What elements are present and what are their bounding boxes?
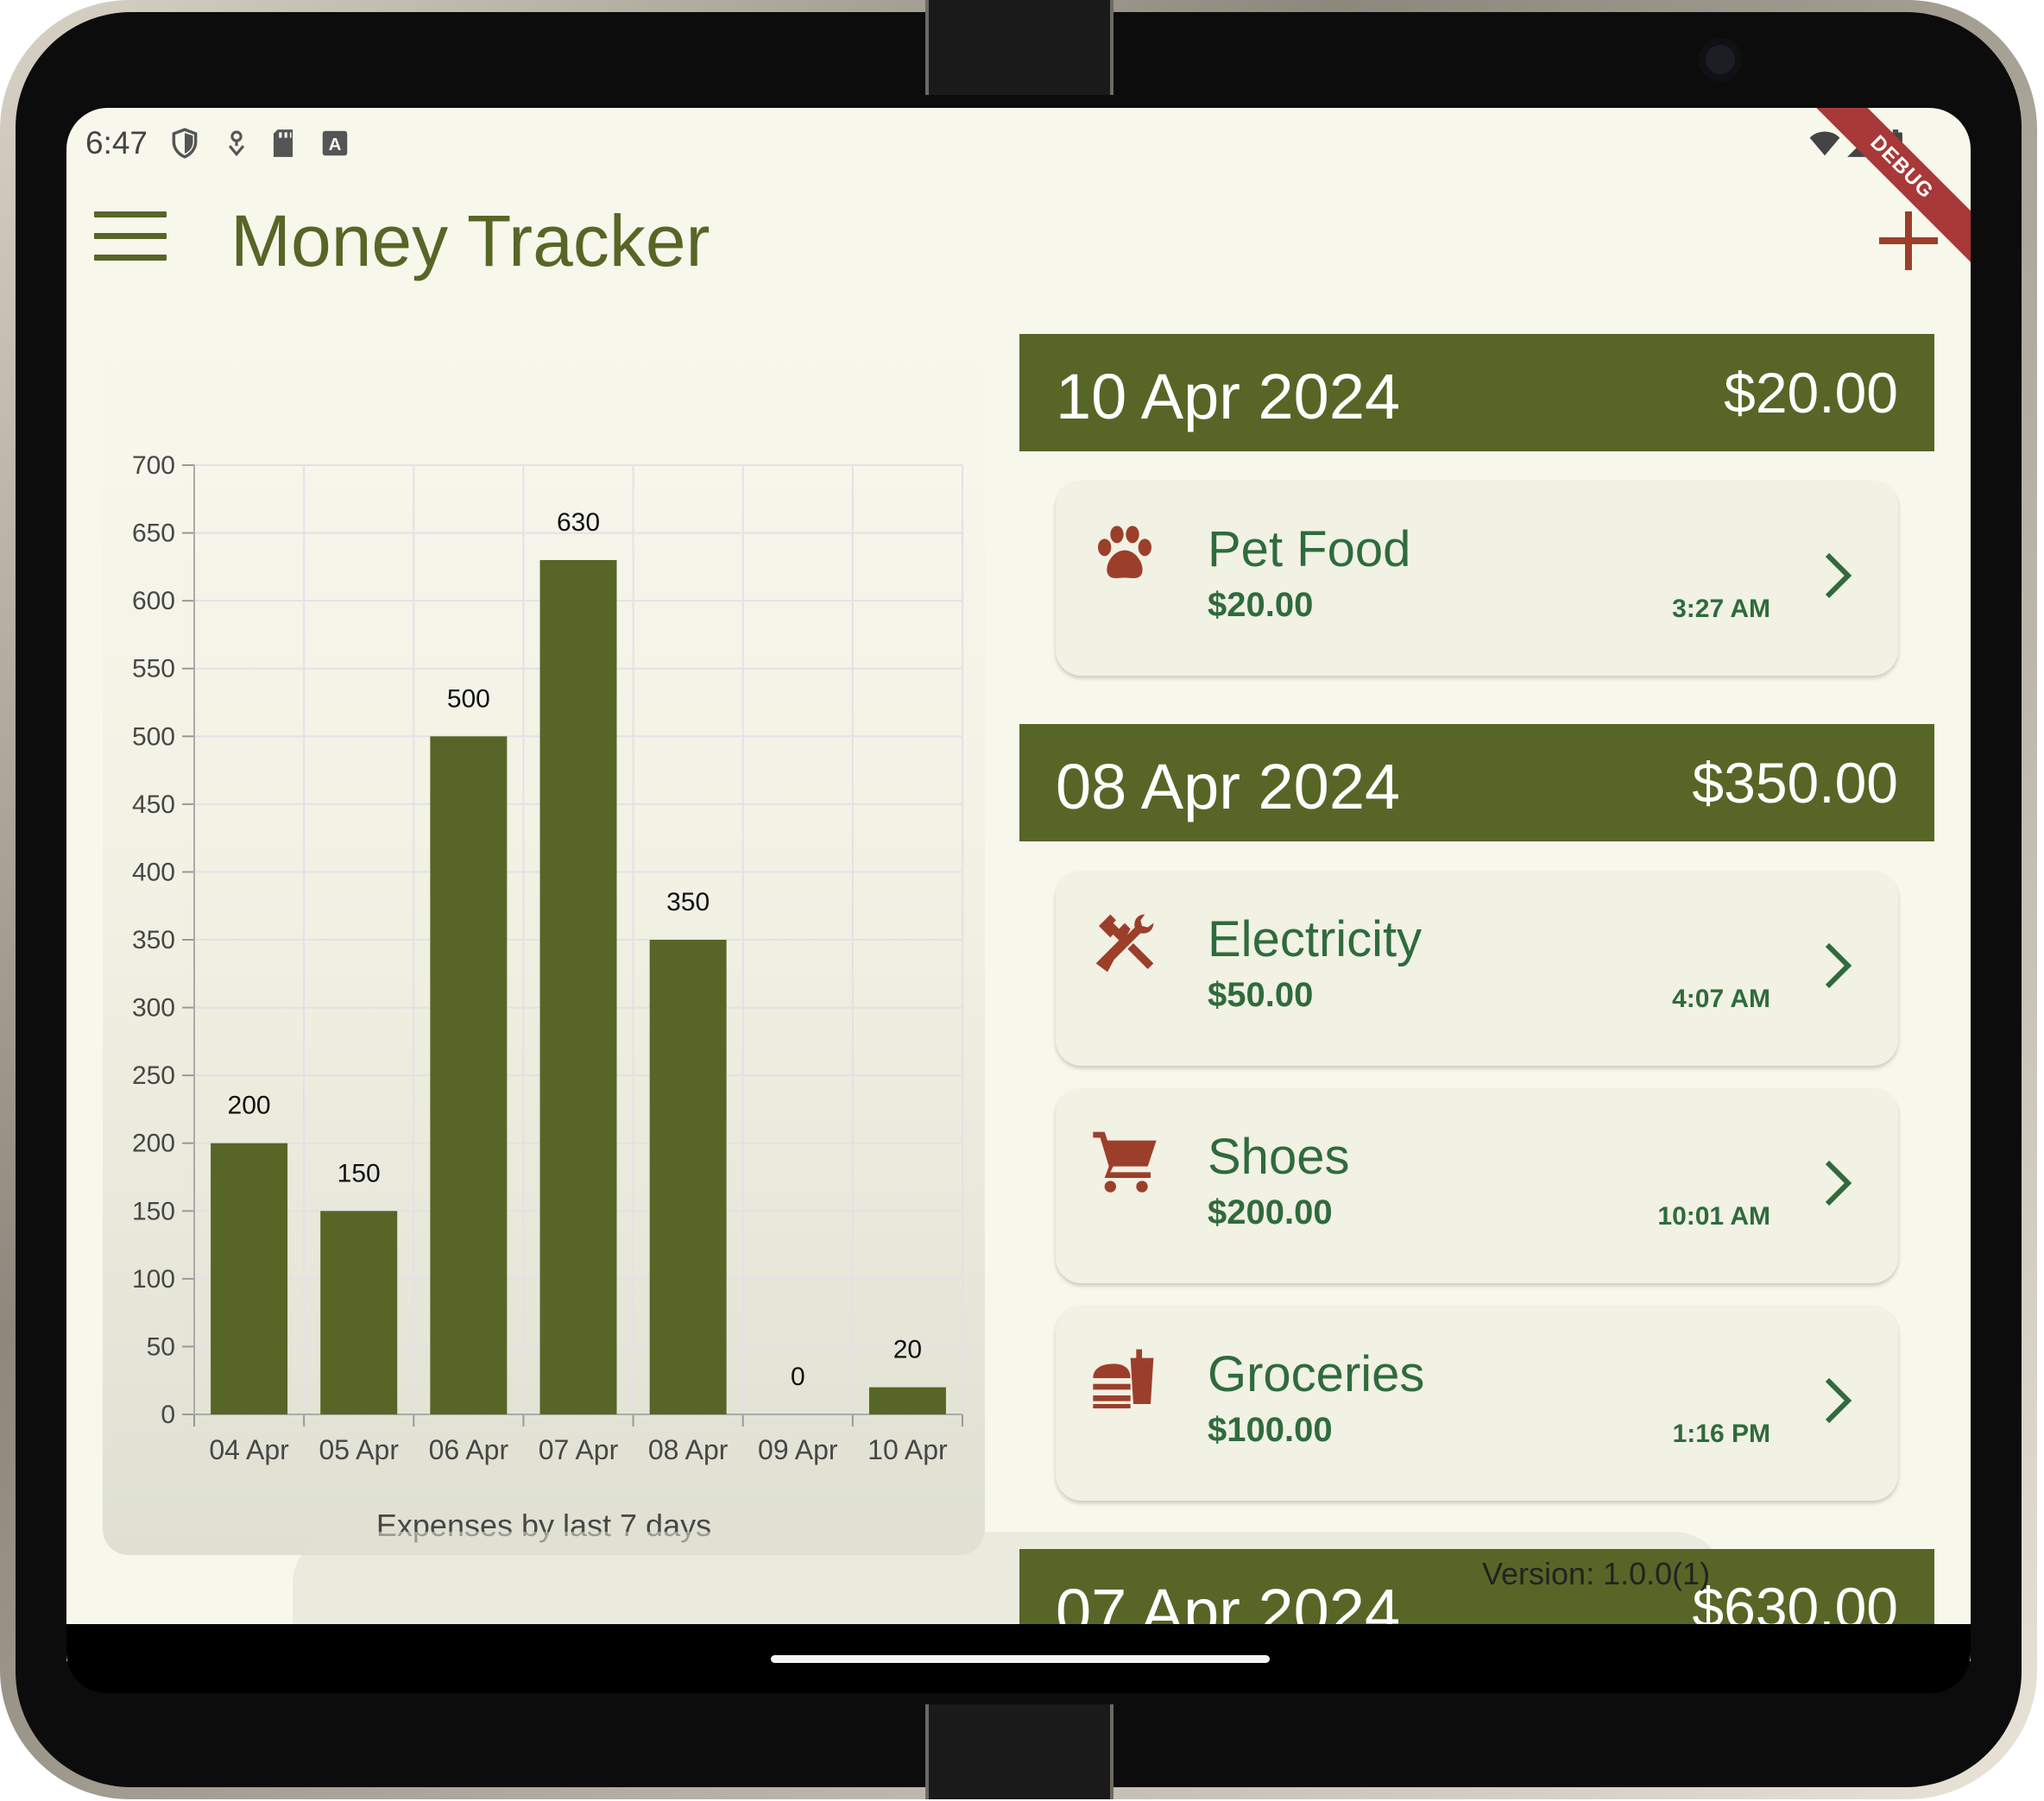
chevron-right-icon <box>1825 552 1852 599</box>
y-tick-label: 200 <box>132 1130 175 1158</box>
y-tick-label: 700 <box>132 451 175 480</box>
app-screen: 6:47 A DEBUG Money Tracker <box>66 108 1971 1661</box>
transaction-card[interactable]: Pet Food $20.00 3:27 AM <box>1056 481 1898 676</box>
transaction-card[interactable]: Groceries $100.00 1:16 PM <box>1056 1306 1898 1501</box>
keyboard-icon: A <box>322 130 348 156</box>
add-icon <box>1879 211 1938 270</box>
status-bar: 6:47 A DEBUG <box>66 108 1971 272</box>
chevron-right-icon <box>1825 1377 1852 1424</box>
y-tick-label: 650 <box>132 520 175 548</box>
transaction-amount: $50.00 <box>1208 976 1314 1014</box>
transaction-amount: $20.00 <box>1208 586 1314 624</box>
add-button[interactable] <box>1871 203 1948 280</box>
y-tick-label: 100 <box>132 1265 175 1294</box>
menu-button[interactable] <box>94 211 167 268</box>
expenses-chart-card: 0 50 100 150 200 250 300 350 400 450 500 550 600 650 7… <box>103 334 985 1555</box>
device-hinge-bottom <box>925 1704 1113 1799</box>
x-tick-label: 06 Apr <box>429 1434 509 1465</box>
transaction-card[interactable]: Electricity $50.00 4:07 AM <box>1056 871 1898 1066</box>
x-tick-label: 04 Apr <box>209 1434 289 1465</box>
y-tick-label: 50 <box>147 1332 175 1361</box>
y-tick-label: 450 <box>132 790 175 819</box>
wifi-icon <box>1809 131 1840 156</box>
menu-icon <box>94 211 167 261</box>
day-total: $350.00 <box>1692 751 1898 815</box>
svg-text:A: A <box>329 135 342 154</box>
location-icon <box>228 130 245 157</box>
transaction-amount: $200.00 <box>1208 1193 1333 1231</box>
fastfood-icon <box>1093 1349 1154 1408</box>
y-tick-label: 250 <box>132 1061 175 1090</box>
x-tick-label: 05 Apr <box>319 1434 399 1465</box>
transaction-name: Shoes <box>1208 1129 1350 1185</box>
transaction-time: 3:27 AM <box>1672 595 1770 623</box>
home-gesture-handle[interactable] <box>771 1655 1270 1663</box>
y-tick-label: 600 <box>132 587 175 615</box>
sd-card-icon <box>273 129 293 157</box>
x-tick-label: 10 Apr <box>867 1434 948 1465</box>
app-title: Money Tracker <box>230 200 710 281</box>
transaction-card[interactable]: Shoes $200.00 10:01 AM <box>1056 1088 1898 1283</box>
transaction-name: Pet Food <box>1208 521 1411 577</box>
bar-value-label: 630 <box>557 508 600 537</box>
bar-value-label: 150 <box>338 1159 381 1187</box>
day-date: 10 Apr 2024 <box>1056 361 1401 432</box>
device-hinge-top <box>925 0 1113 95</box>
y-tick-label: 500 <box>132 722 175 751</box>
status-time: 6:47 <box>85 125 148 161</box>
navigation-bar <box>66 1624 1971 1693</box>
cart-icon <box>1093 1131 1157 1193</box>
transaction-time: 1:16 PM <box>1672 1420 1770 1448</box>
bar <box>430 736 508 1414</box>
version-text: Version: 1.0.0(1) <box>1482 1556 1711 1591</box>
bar-value-label: 0 <box>791 1363 805 1391</box>
day-header: 08 Apr 2024 $350.00 <box>1019 724 1934 841</box>
paw-icon <box>1098 526 1151 578</box>
x-tick-label: 08 Apr <box>648 1434 729 1465</box>
day-header: 10 Apr 2024 $20.00 <box>1019 334 1934 451</box>
transaction-amount: $100.00 <box>1208 1411 1333 1449</box>
bar-value-label: 20 <box>893 1336 922 1364</box>
bar-value-label: 350 <box>666 888 710 916</box>
transaction-time: 10:01 AM <box>1657 1202 1770 1231</box>
x-tick-label: 09 Apr <box>758 1434 838 1465</box>
bar-value-label: 200 <box>228 1092 271 1120</box>
y-tick-label: 550 <box>132 655 175 683</box>
front-camera <box>1699 38 1742 81</box>
x-tick-label: 07 Apr <box>539 1434 619 1465</box>
transaction-name: Electricity <box>1208 911 1423 967</box>
transaction-name: Groceries <box>1208 1346 1425 1402</box>
bar <box>211 1143 288 1414</box>
bar <box>649 940 727 1414</box>
bar <box>539 560 617 1414</box>
bar <box>868 1387 946 1414</box>
shield-icon <box>172 128 198 159</box>
day-date: 08 Apr 2024 <box>1056 751 1401 822</box>
y-tick-label: 350 <box>132 926 175 954</box>
chevron-right-icon <box>1825 942 1852 989</box>
y-tick-label: 0 <box>161 1401 175 1429</box>
bar-value-label: 500 <box>447 684 490 713</box>
bar <box>320 1211 398 1414</box>
y-tick-label: 150 <box>132 1197 175 1225</box>
y-tick-label: 300 <box>132 994 175 1023</box>
transaction-time: 4:07 AM <box>1672 985 1770 1013</box>
expenses-chart: 0501001502002503003504004505005506006507… <box>132 451 963 1465</box>
day-total: $20.00 <box>1724 361 1898 425</box>
tools-icon <box>1095 914 1154 973</box>
chevron-right-icon <box>1825 1160 1852 1206</box>
y-tick-label: 400 <box>132 858 175 886</box>
